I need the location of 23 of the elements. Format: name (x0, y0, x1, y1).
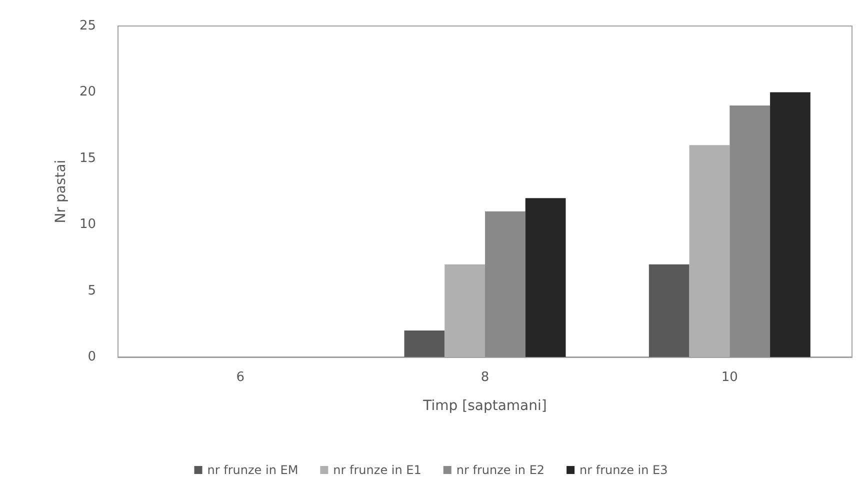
bar (689, 145, 730, 357)
x-tick-label: 10 (721, 370, 738, 385)
legend-label: nr frunze in E1 (333, 463, 422, 477)
bar (648, 264, 690, 357)
y-tick-label: 25 (79, 18, 96, 34)
y-tick-label: 10 (79, 217, 96, 232)
y-axis-title: Nr pastai (53, 160, 69, 224)
y-tick-label: 20 (79, 84, 96, 100)
y-tick-label: 0 (88, 350, 96, 364)
x-axis-title: Timp [saptamani] (422, 398, 547, 414)
x-tick-label: 8 (480, 370, 490, 385)
legend-label: nr frunze in E3 (580, 463, 668, 477)
legend-label: nr frunze in E2 (456, 463, 545, 477)
bar (525, 198, 566, 357)
x-tick-label: 6 (236, 370, 244, 385)
bar (730, 105, 770, 357)
bar (770, 92, 810, 357)
bar (444, 264, 485, 357)
y-tick-label: 5 (88, 283, 96, 298)
y-tick-label: 15 (79, 150, 96, 166)
bar (404, 330, 445, 357)
bar (485, 211, 526, 357)
legend-label: nr frunze in EM (207, 463, 298, 477)
